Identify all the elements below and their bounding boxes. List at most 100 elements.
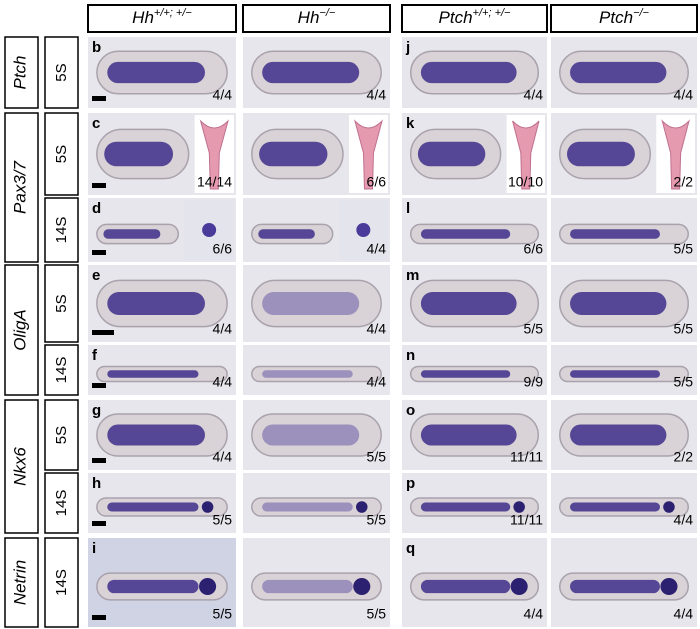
stage-label: 14S <box>53 569 70 596</box>
panel-letter: m <box>406 267 419 284</box>
gene-box <box>4 36 39 109</box>
scale-bar <box>92 96 106 101</box>
panel-letter: o <box>406 402 415 419</box>
stain <box>420 502 511 512</box>
stage-box <box>44 112 79 196</box>
scale-bar <box>92 330 114 335</box>
panel-letter: e <box>92 267 100 284</box>
panel-count: 9/9 <box>524 374 544 390</box>
gene-label: OligA <box>10 309 29 351</box>
panel-count: 4/4 <box>524 606 544 622</box>
panel-count: 6/6 <box>367 174 387 190</box>
stain-spot <box>199 577 217 596</box>
panel-letter: h <box>92 475 101 492</box>
scale-bar <box>92 250 106 255</box>
panel-letter: k <box>406 115 415 132</box>
header-base: Ptch <box>439 8 473 27</box>
column-header: Hh−/− <box>298 7 336 28</box>
panel-count: 5/5 <box>674 374 694 390</box>
stage-box <box>44 472 79 534</box>
panel-letter: p <box>406 475 415 492</box>
section <box>661 119 690 190</box>
scale-bar <box>92 383 106 388</box>
panel-count: 5/5 <box>674 321 694 337</box>
panel-count: 4/4 <box>213 87 233 103</box>
header-sup: +/+; +/− <box>473 7 511 19</box>
section <box>199 119 229 190</box>
panel-count: 11/11 <box>510 449 543 465</box>
stain <box>262 502 353 512</box>
panel-count: 4/4 <box>213 321 233 337</box>
panel-letter: i <box>92 540 96 557</box>
stain <box>420 229 511 239</box>
panel-count: 4/4 <box>674 512 694 528</box>
stain <box>570 424 667 446</box>
column-header-box <box>401 4 548 33</box>
panel-count: 11/11 <box>510 512 543 528</box>
stain <box>570 370 660 378</box>
stain <box>420 370 511 378</box>
panel-letter: d <box>92 200 101 217</box>
panel-count: 14/14 <box>197 174 232 190</box>
panel-letter: j <box>405 39 410 56</box>
stage-box <box>44 264 79 343</box>
header-sup: −/− <box>633 7 649 19</box>
panel-letter: b <box>92 39 101 56</box>
stain <box>262 291 360 316</box>
stage-label: 5S <box>53 145 70 163</box>
panel-count: 10/10 <box>508 174 543 190</box>
header-sup: +/+; +/− <box>154 7 192 19</box>
panel-letter: c <box>92 115 100 132</box>
gene-box <box>4 399 39 534</box>
stage-box <box>44 36 79 109</box>
stage-box <box>44 344 79 396</box>
stain-spot <box>660 577 678 596</box>
stage-label: 14S <box>53 490 70 517</box>
inset-spot <box>202 223 217 237</box>
panel-count: 5/5 <box>367 606 387 622</box>
column-header: Ptch+/+; +/− <box>439 7 512 28</box>
panel-letter: n <box>406 347 415 364</box>
stain <box>259 141 328 167</box>
stain <box>262 370 353 378</box>
gene-label: Nkx6 <box>10 447 29 486</box>
scale-bar <box>92 458 106 463</box>
panel-letter: g <box>92 402 101 419</box>
panel-count: 5/5 <box>367 512 387 528</box>
panel-count: 4/4 <box>367 241 387 257</box>
scale-bar <box>92 615 106 620</box>
stain <box>107 424 205 446</box>
panel-letter: q <box>406 540 415 557</box>
stage-label: 14S <box>53 357 70 384</box>
stain-spot <box>353 577 371 596</box>
stain <box>107 579 199 594</box>
scale-bar <box>92 183 106 188</box>
stain-spot <box>201 501 214 513</box>
stain <box>103 229 161 239</box>
panel-count: 5/5 <box>674 241 694 257</box>
header-base: Hh <box>132 8 154 27</box>
gene-label: Pax3/7 <box>10 160 29 213</box>
stage-box <box>44 197 79 263</box>
stain-spot <box>510 577 528 596</box>
panel-count: 4/4 <box>367 374 387 390</box>
header-base: Hh <box>298 8 320 27</box>
stage-box <box>44 399 79 471</box>
scale-bar <box>92 521 106 526</box>
gene-label: Ptch <box>10 55 29 89</box>
stain <box>570 229 660 239</box>
column-header-box <box>550 4 698 33</box>
stain <box>570 61 667 84</box>
panel-count: 4/4 <box>213 449 233 465</box>
stage-label: 5S <box>53 63 70 81</box>
gene-box <box>4 112 39 263</box>
stain <box>107 61 205 84</box>
stain <box>107 291 205 316</box>
stain <box>420 291 517 316</box>
stain-spot <box>663 501 675 513</box>
panel-count: 4/4 <box>674 606 694 622</box>
stain <box>420 424 517 446</box>
stain-spot <box>356 501 368 513</box>
panel-count: 6/6 <box>213 241 233 257</box>
panel-letter: f <box>92 347 98 364</box>
